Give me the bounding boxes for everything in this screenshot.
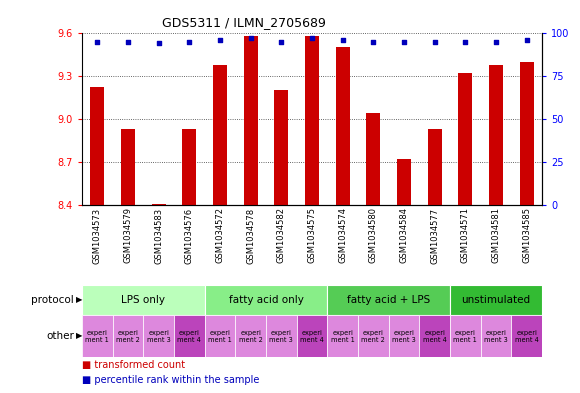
Text: LPS only: LPS only bbox=[121, 295, 165, 305]
Bar bbox=[358, 315, 389, 357]
Point bbox=[400, 39, 409, 45]
Bar bbox=[174, 315, 205, 357]
Text: GDS5311 / ILMN_2705689: GDS5311 / ILMN_2705689 bbox=[162, 16, 325, 29]
Text: protocol: protocol bbox=[31, 295, 74, 305]
Text: experi
ment 3: experi ment 3 bbox=[270, 329, 293, 343]
Text: GSM1034579: GSM1034579 bbox=[124, 208, 132, 263]
Bar bbox=[266, 315, 296, 357]
Text: GSM1034580: GSM1034580 bbox=[369, 208, 378, 263]
Bar bbox=[367, 113, 380, 205]
Point bbox=[246, 35, 255, 41]
Point bbox=[277, 39, 286, 45]
Bar bbox=[121, 129, 135, 205]
Bar bbox=[143, 315, 174, 357]
Point bbox=[93, 39, 102, 45]
Text: GSM1034582: GSM1034582 bbox=[277, 208, 286, 263]
Text: experi
ment 1: experi ment 1 bbox=[454, 329, 477, 343]
Text: ▶: ▶ bbox=[76, 296, 82, 305]
Bar bbox=[235, 315, 266, 357]
Text: experi
ment 3: experi ment 3 bbox=[392, 329, 416, 343]
Point bbox=[215, 37, 224, 43]
Bar bbox=[520, 62, 534, 205]
Text: experi
ment 4: experi ment 4 bbox=[423, 329, 447, 343]
Point bbox=[184, 39, 194, 45]
Text: experi
ment 4: experi ment 4 bbox=[514, 329, 539, 343]
Bar bbox=[90, 88, 104, 205]
Point bbox=[124, 39, 133, 45]
Bar bbox=[327, 315, 358, 357]
Bar bbox=[183, 129, 196, 205]
Bar bbox=[481, 315, 512, 357]
Text: GSM1034583: GSM1034583 bbox=[154, 208, 163, 264]
Bar bbox=[458, 73, 472, 205]
Text: ▶: ▶ bbox=[76, 332, 82, 340]
Text: experi
ment 2: experi ment 2 bbox=[239, 329, 263, 343]
Bar bbox=[244, 36, 258, 205]
Bar bbox=[205, 285, 327, 315]
Text: GSM1034571: GSM1034571 bbox=[461, 208, 470, 263]
Text: GSM1034574: GSM1034574 bbox=[338, 208, 347, 263]
Text: experi
ment 1: experi ment 1 bbox=[331, 329, 354, 343]
Text: GSM1034578: GSM1034578 bbox=[246, 208, 255, 264]
Bar bbox=[82, 315, 113, 357]
Text: ■ percentile rank within the sample: ■ percentile rank within the sample bbox=[82, 375, 259, 386]
Bar bbox=[213, 64, 227, 205]
Text: GSM1034577: GSM1034577 bbox=[430, 208, 439, 264]
Point bbox=[491, 39, 501, 45]
Bar bbox=[274, 90, 288, 205]
Point bbox=[461, 39, 470, 45]
Bar bbox=[428, 129, 441, 205]
Bar bbox=[305, 36, 319, 205]
Text: GSM1034576: GSM1034576 bbox=[185, 208, 194, 264]
Text: GSM1034572: GSM1034572 bbox=[216, 208, 224, 263]
Point bbox=[307, 35, 317, 41]
Text: unstimulated: unstimulated bbox=[462, 295, 531, 305]
Bar bbox=[389, 315, 419, 357]
Point bbox=[338, 37, 347, 43]
Text: experi
ment 1: experi ment 1 bbox=[208, 329, 232, 343]
Text: GSM1034575: GSM1034575 bbox=[307, 208, 317, 263]
Text: fatty acid only: fatty acid only bbox=[229, 295, 303, 305]
Text: experi
ment 1: experi ment 1 bbox=[85, 329, 109, 343]
Text: experi
ment 2: experi ment 2 bbox=[361, 329, 385, 343]
Bar bbox=[489, 64, 503, 205]
Bar bbox=[419, 315, 450, 357]
Point bbox=[430, 39, 439, 45]
Text: ■ transformed count: ■ transformed count bbox=[82, 360, 185, 370]
Bar bbox=[336, 47, 350, 205]
Bar bbox=[450, 315, 481, 357]
Text: GSM1034585: GSM1034585 bbox=[522, 208, 531, 263]
Text: experi
ment 3: experi ment 3 bbox=[147, 329, 171, 343]
Text: other: other bbox=[46, 331, 74, 341]
Point bbox=[369, 39, 378, 45]
Bar bbox=[296, 315, 327, 357]
Text: experi
ment 3: experi ment 3 bbox=[484, 329, 508, 343]
Bar bbox=[450, 285, 542, 315]
Point bbox=[154, 40, 164, 46]
Text: experi
ment 4: experi ment 4 bbox=[177, 329, 201, 343]
Text: fatty acid + LPS: fatty acid + LPS bbox=[347, 295, 430, 305]
Bar bbox=[82, 285, 205, 315]
Bar bbox=[152, 204, 165, 205]
Point bbox=[522, 37, 531, 43]
Text: experi
ment 2: experi ment 2 bbox=[116, 329, 140, 343]
Bar bbox=[512, 315, 542, 357]
Text: GSM1034581: GSM1034581 bbox=[491, 208, 501, 263]
Text: GSM1034584: GSM1034584 bbox=[400, 208, 408, 263]
Bar bbox=[205, 315, 235, 357]
Bar bbox=[113, 315, 143, 357]
Text: experi
ment 4: experi ment 4 bbox=[300, 329, 324, 343]
Text: GSM1034573: GSM1034573 bbox=[93, 208, 102, 264]
Bar bbox=[327, 285, 450, 315]
Bar bbox=[397, 159, 411, 205]
